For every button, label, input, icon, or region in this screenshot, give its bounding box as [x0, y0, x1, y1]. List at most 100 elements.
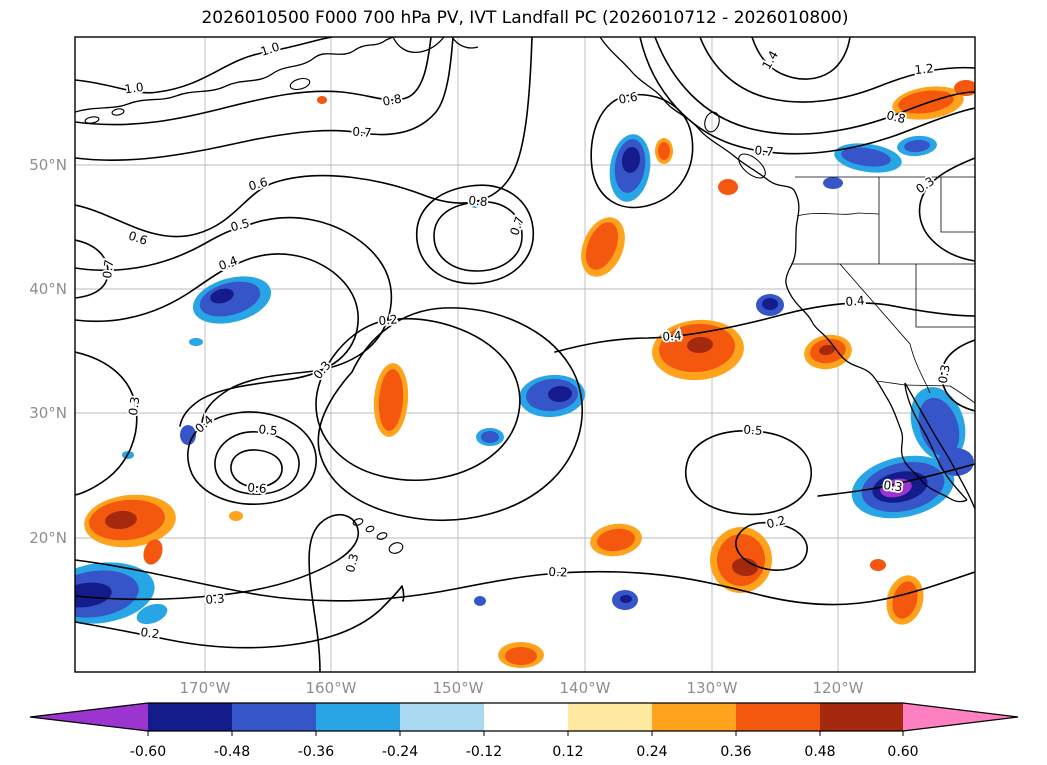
contour-line-0.7 [416, 184, 535, 285]
coastline [904, 382, 968, 501]
contour-label: 0.4 [662, 329, 682, 344]
y-tick-label: 20°N [29, 529, 67, 547]
colorbar-tick-label: 0.24 [636, 744, 667, 760]
island-outline [388, 542, 404, 554]
y-tick-label: 40°N [29, 280, 67, 298]
anomaly-blob [105, 510, 137, 530]
contour-label: 0.4 [217, 253, 240, 273]
contour-label: 0.5 [258, 422, 278, 438]
contour-label: 0.6 [247, 481, 267, 496]
island-outline [704, 111, 720, 133]
colorbar-segment [820, 703, 903, 731]
colorbar-segment [652, 703, 736, 731]
colorbar-tick-label: -0.60 [130, 744, 166, 760]
contour-line-0.8 [433, 201, 523, 272]
x-tick-label: 120°W [813, 679, 864, 697]
contour-label: 0.5 [229, 216, 251, 234]
anomaly-blob [621, 147, 641, 173]
state-border [839, 263, 931, 394]
contour-label: 0.8 [885, 108, 907, 126]
chart-title: 2026010500 F000 700 hPa PV, IVT Landfall… [201, 8, 848, 28]
contour-line-0.7 [75, 239, 109, 299]
contour-line-0.2 [315, 317, 521, 481]
state-border [940, 177, 975, 233]
island-outline [376, 532, 388, 540]
contour-line-0.3 [817, 463, 975, 497]
state-border [796, 212, 880, 217]
coastline [599, 37, 795, 191]
colorbar-tick-label: -0.48 [214, 744, 250, 760]
anomaly-blob [548, 385, 572, 403]
colorbar-under-arrow [30, 703, 148, 731]
contour-line-0.3 [918, 157, 975, 262]
y-tick-label: 30°N [29, 404, 67, 422]
anomaly-blob [229, 511, 243, 521]
contour-label: 1.0 [124, 80, 145, 97]
anomaly-blob [892, 581, 918, 619]
contour-label: 0.3 [205, 592, 225, 607]
contour-line-0.4 [75, 253, 359, 427]
x-tick-label: 140°W [560, 679, 611, 697]
contour-line-0.5 [685, 430, 812, 516]
contour-label: 0.6 [617, 90, 638, 107]
contour-label: 0.7 [754, 143, 774, 159]
contour-label: 0.3 [343, 552, 361, 574]
colorbar-over-arrow [903, 703, 1018, 731]
contour-line-0.4 [554, 302, 975, 353]
colorbar-segment [316, 703, 400, 731]
contour-line-0.7 [639, 37, 975, 155]
island-outline [84, 116, 100, 124]
contour-line-0.5 [75, 216, 393, 423]
island-outline [365, 525, 375, 533]
anomaly-blob [474, 596, 486, 606]
x-tick-label: 130°W [687, 679, 738, 697]
coastline [75, 37, 394, 113]
island-outline [289, 77, 311, 91]
anomaly-shading [75, 80, 975, 668]
colorbar-tick-label: 0.48 [804, 744, 835, 760]
anomaly-blob [75, 582, 112, 608]
contour-label: 1.4 [759, 48, 781, 72]
state-border [915, 264, 975, 328]
contour-line-1.2 [699, 37, 975, 103]
anomaly-blob [718, 179, 738, 195]
colorbar-tick-label: 0.60 [887, 744, 918, 760]
x-tick-label: 170°W [180, 679, 231, 697]
x-tick-label: 150°W [433, 679, 484, 697]
contour-line-0.2 [735, 521, 808, 571]
anomaly-blob [620, 595, 632, 603]
anomaly-blob [481, 431, 499, 443]
coastlines [75, 37, 975, 554]
contour-label: 0.2 [378, 312, 398, 328]
contour-line-0.3 [75, 514, 360, 672]
contour-line-0.3 [75, 351, 138, 496]
contour-line-0.7 [75, 37, 454, 161]
island-outline [111, 108, 125, 116]
contour-line-1.4 [751, 37, 851, 80]
state-border [904, 384, 975, 404]
anomaly-blob [823, 177, 843, 189]
anomaly-blob [687, 336, 713, 354]
map-border [74, 36, 976, 673]
anomaly-blob [880, 478, 912, 498]
anomaly-blob [189, 338, 203, 346]
contour-label: 1.2 [914, 61, 934, 77]
contour-label: 0.2 [765, 513, 787, 531]
coastline [451, 37, 479, 49]
contour-label: 0.7 [507, 215, 527, 238]
contour-label: 0.7 [100, 259, 117, 280]
coastline [904, 382, 975, 510]
y-tick-label: 50°N [29, 156, 67, 174]
island-outline [738, 153, 766, 179]
contour-label: 0.5 [743, 423, 763, 438]
contour-label: 0.8 [381, 92, 402, 109]
colorbar-segment [568, 703, 652, 731]
anomaly-blob [180, 425, 196, 445]
plot-frame [74, 36, 976, 673]
x-tick-label: 160°W [306, 679, 357, 697]
axis-tick-labels: 170°W 160°W 150°W 140°W 130°W 120°W 50°N 40°N 30… [29, 156, 863, 697]
contour-line-0.3 [317, 307, 583, 521]
contour-label: 0.6 [247, 175, 269, 194]
